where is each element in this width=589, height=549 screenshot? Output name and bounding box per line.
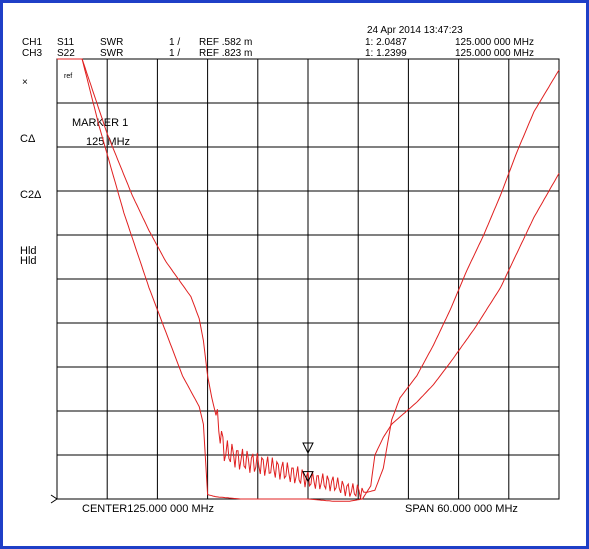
marker-title: MARKER 1 (72, 117, 129, 129)
ch1-format: SWR (100, 37, 124, 48)
ch3-marker-value: 1: 1.2399 (365, 48, 407, 59)
marker-1-icon-s22 (302, 471, 314, 483)
x-mark-label: × (22, 77, 28, 88)
ch3-format: SWR (100, 48, 124, 59)
ch1-label: CH1 (22, 37, 43, 48)
ch1-marker-value: 1: 2.0487 (365, 37, 407, 48)
ch1-param: S11 (57, 37, 75, 48)
c2-delta-label: C2Δ (20, 189, 42, 201)
trace-line-s11 (57, 58, 560, 499)
hold-label-2: Hld (20, 255, 37, 267)
reference-position-icon (50, 494, 58, 504)
ch1-marker-freq: 125.000 000 MHz (455, 37, 534, 48)
ch1-ref: REF .582 m (199, 37, 253, 48)
ch3-param: S22 (57, 48, 75, 59)
c-delta-label: CΔ (20, 133, 36, 145)
ch3-marker-freq: 125.000 000 MHz (455, 48, 534, 59)
datetime-text: 24 Apr 2014 13:47:23 (367, 25, 463, 36)
ch3-ref: REF .823 m (199, 48, 253, 59)
marker-freq: 125 MHz (86, 136, 131, 148)
span-label: SPAN 60.000 000 MHz (405, 503, 518, 515)
ch1-scale: 1 / (169, 37, 181, 48)
ch3-scale: 1 / (169, 48, 181, 59)
center-freq-label: CENTER125.000 000 MHz (82, 503, 215, 515)
ch3-label: CH3 (22, 48, 43, 59)
trace-line-s22 (57, 58, 560, 502)
hold-label-1: Hld (20, 245, 37, 257)
ref-tag: ref (64, 73, 73, 80)
